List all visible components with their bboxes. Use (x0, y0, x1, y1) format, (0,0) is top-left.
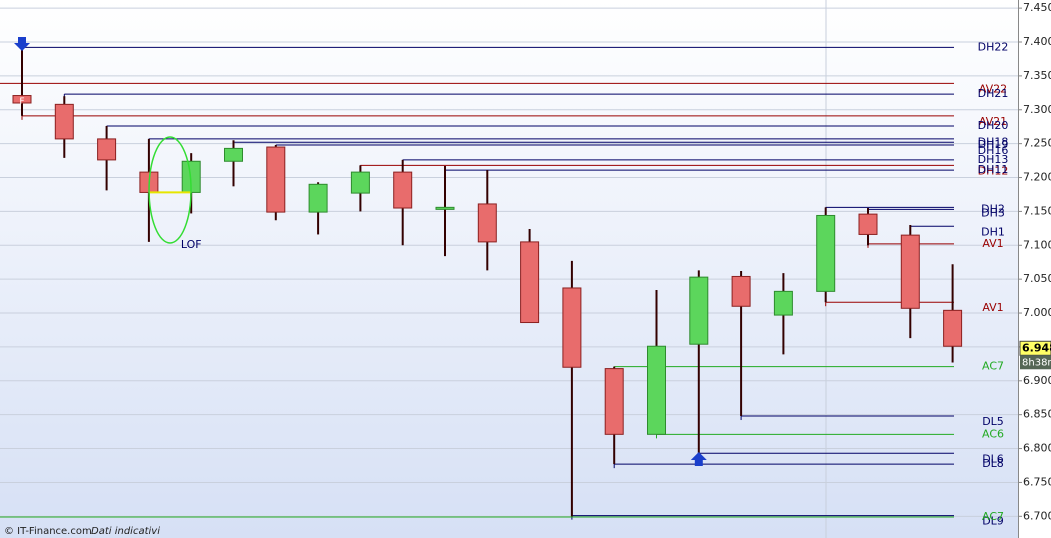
candle-body (477, 203, 497, 243)
candle-body (562, 287, 582, 368)
candle-body (900, 234, 920, 309)
y-tick-label: 7.350 (1023, 69, 1051, 82)
level-label: AC6 (982, 427, 1004, 440)
signal-ellipse (148, 136, 192, 244)
candle-body (266, 146, 286, 213)
candle-body (689, 276, 709, 345)
candle-body (731, 275, 751, 307)
level-label: DL6 (982, 452, 1004, 465)
marker-label: F (19, 97, 24, 107)
y-tick-label: 6.900 (1023, 374, 1051, 387)
level-label: DH21 (978, 87, 1009, 100)
candle-body (647, 345, 666, 435)
level-label: DH18 (978, 135, 1009, 148)
candle-body (224, 147, 243, 162)
y-tick-label: 7.150 (1023, 204, 1051, 217)
level-label: AV21 (979, 115, 1007, 128)
level-label: DL9 (982, 515, 1004, 528)
up-arrow (690, 452, 707, 467)
countdown-box (1020, 355, 1051, 370)
candle-body (435, 206, 455, 210)
footer-source: © IT-Finance.com (4, 526, 92, 537)
candle-body (520, 241, 540, 324)
candle-body (97, 138, 117, 161)
y-tick-label: 7.200 (1023, 171, 1051, 184)
y-tick-label: 7.050 (1023, 272, 1051, 285)
level-label: DH16 (978, 144, 1009, 157)
annotation: LOF (181, 238, 202, 251)
level-label: DH20 (978, 119, 1009, 132)
candle-body (604, 368, 624, 435)
level-label: DH19 (978, 138, 1009, 151)
level-label: DH11 (978, 163, 1009, 176)
price-label: 6.948 (1022, 341, 1051, 354)
level-label: DL8 (982, 457, 1004, 470)
y-tick-label: 7.000 (1023, 306, 1051, 319)
candle-body (943, 309, 963, 347)
candle-body (308, 183, 328, 213)
candle-body (816, 214, 836, 292)
y-tick-label: 6.800 (1023, 442, 1051, 455)
y-tick-label: 7.300 (1023, 103, 1051, 116)
y-tick-label: 6.700 (1023, 509, 1051, 522)
y-tick-label: 7.100 (1023, 238, 1051, 251)
axis-panel (1018, 0, 1051, 538)
level-label: DL5 (982, 415, 1004, 428)
y-tick-label: 7.400 (1023, 35, 1051, 48)
level-label: DH12 (978, 164, 1009, 177)
level-label: DH22 (978, 40, 1009, 53)
level-label: AV1 (982, 301, 1003, 314)
y-tick-label: 6.850 (1023, 408, 1051, 421)
level-label: AC7 (982, 360, 1004, 373)
level-label: AV22 (979, 82, 1007, 95)
candle-body (393, 171, 413, 209)
candle-body (350, 171, 370, 194)
y-tick-label: 7.450 (1023, 1, 1051, 14)
down-arrow (14, 36, 30, 51)
level-label: DH3 (981, 206, 1005, 219)
y-tick-label: 7.250 (1023, 137, 1051, 150)
level-label: DH2 (981, 202, 1005, 215)
level-label: AC7 (982, 510, 1004, 523)
plot-area (0, 0, 1018, 538)
level-label: DH1 (981, 225, 1005, 238)
level-label: DH13 (978, 153, 1009, 166)
candle-body (773, 290, 793, 316)
candle-body (858, 213, 878, 235)
y-tick-label: 6.750 (1023, 475, 1051, 488)
level-label: AV1 (982, 237, 1003, 250)
footer-note: Dati indicativi (91, 526, 160, 537)
candle-body (12, 95, 32, 104)
candle-body (54, 103, 74, 140)
countdown: 8h38m (1022, 357, 1051, 368)
